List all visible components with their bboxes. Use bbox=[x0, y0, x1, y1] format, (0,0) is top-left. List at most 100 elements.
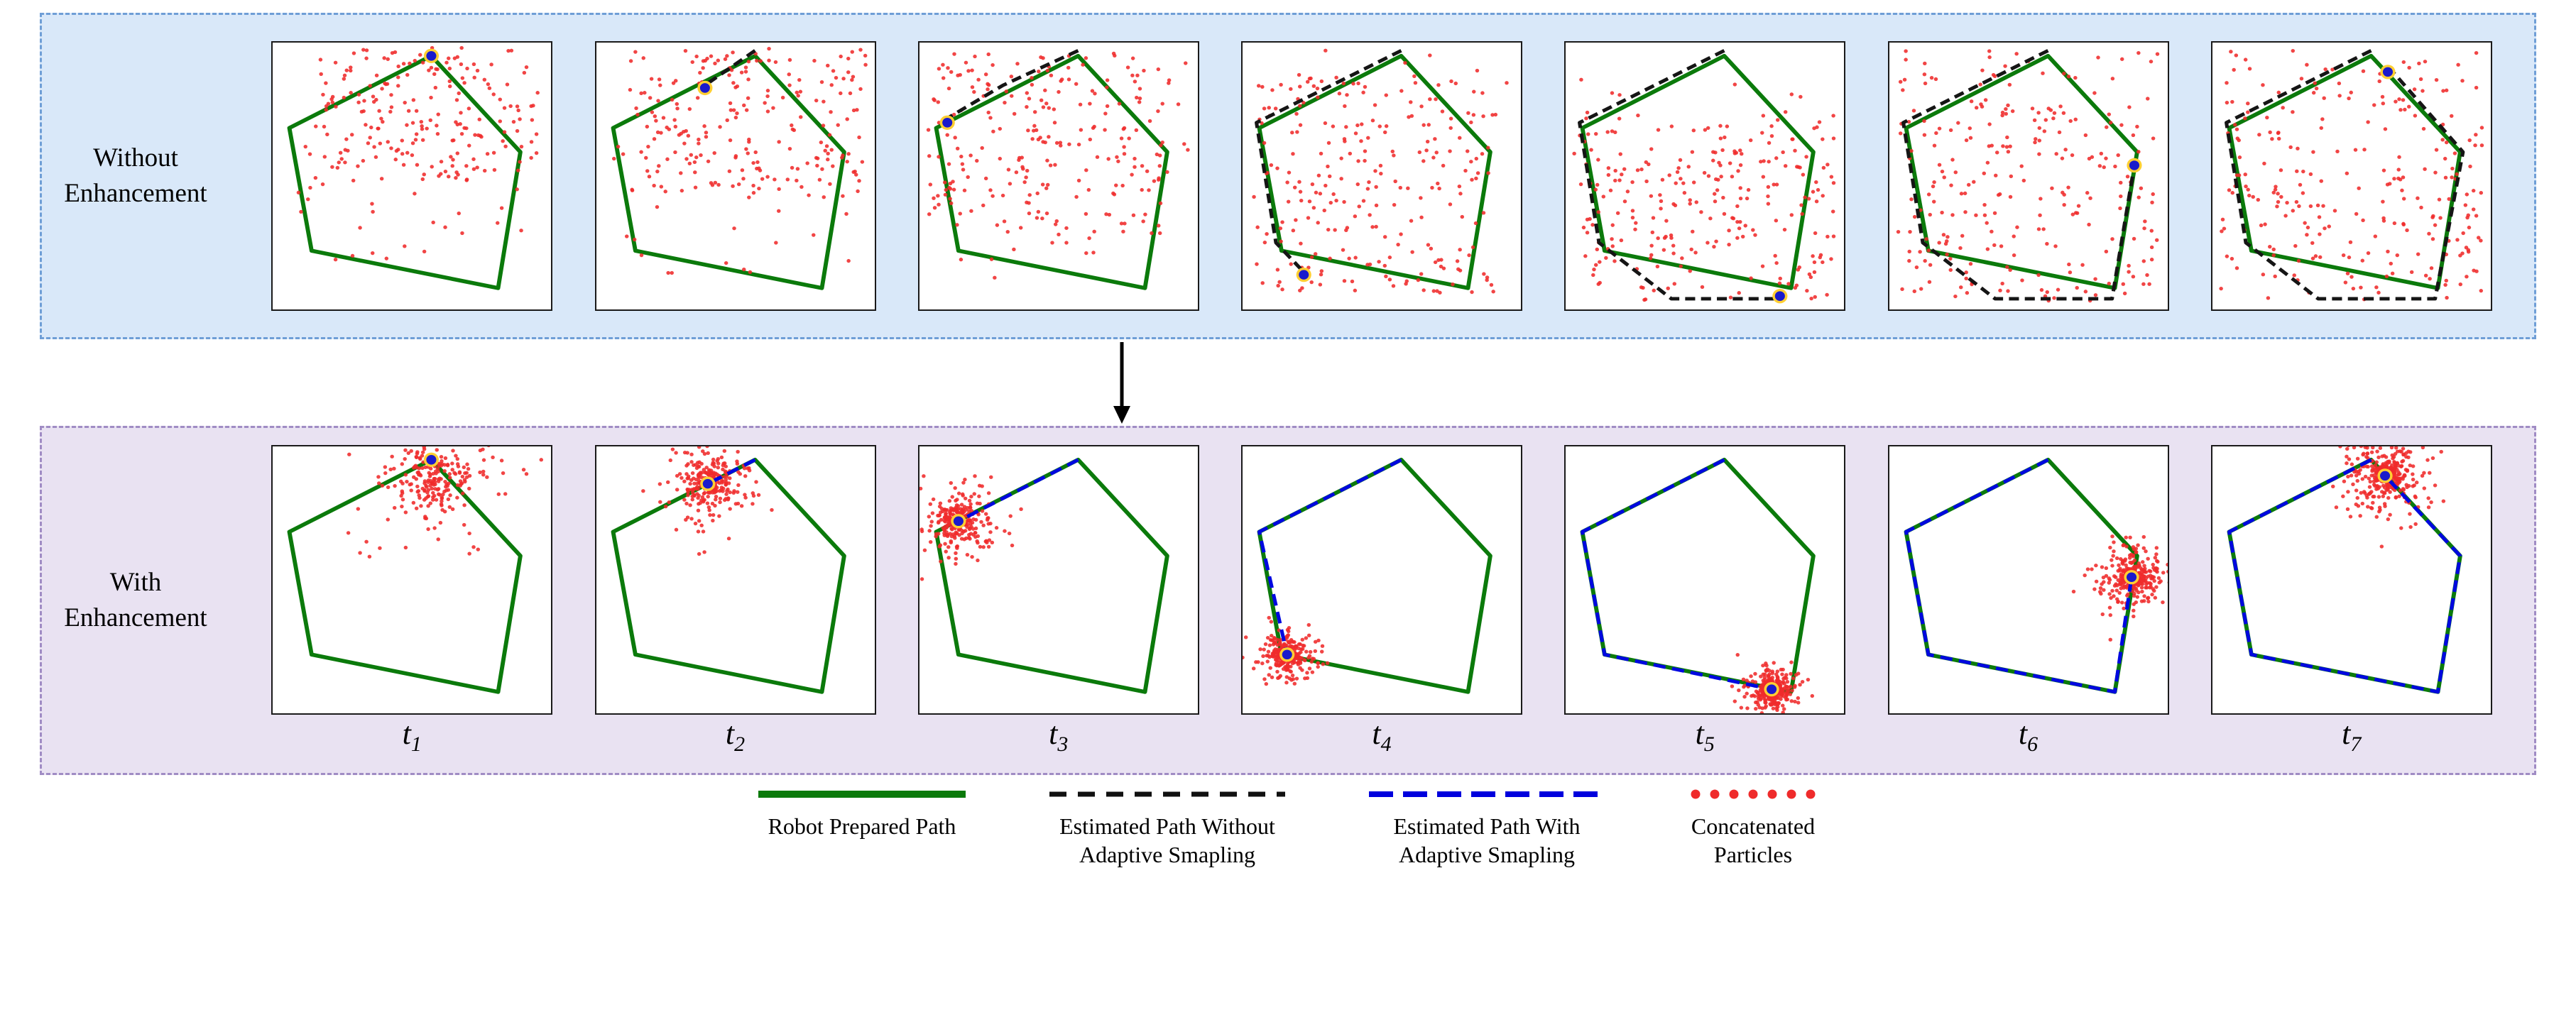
plot-cell: t4 bbox=[1241, 445, 1522, 755]
robot-prepared-path bbox=[287, 53, 523, 290]
plot-without-t4 bbox=[1241, 41, 1522, 311]
plot-with-t5 bbox=[1564, 445, 1846, 715]
plot-canvas bbox=[611, 47, 868, 290]
time-label: t7 bbox=[2342, 716, 2362, 757]
estimated-path bbox=[957, 458, 1079, 523]
legend-label: Concatenated Particles bbox=[1691, 813, 1816, 867]
flow-arrow bbox=[1106, 341, 1137, 424]
row-label-line: With bbox=[109, 568, 162, 598]
robot-marker bbox=[1764, 682, 1779, 697]
robot-marker bbox=[1296, 267, 1311, 282]
legend-label: Robot Prepared Path bbox=[768, 813, 956, 839]
robot-marker bbox=[939, 115, 955, 130]
particles-layer bbox=[2219, 49, 2484, 302]
robot-marker bbox=[697, 80, 712, 96]
legend-label: Estimated Path With Adaptive Smapling bbox=[1393, 813, 1581, 867]
time-label: t6 bbox=[2018, 716, 2039, 757]
particles-layer bbox=[2330, 446, 2445, 549]
legend-item: Concatenated Particles bbox=[1686, 785, 1821, 869]
plot-canvas bbox=[287, 446, 544, 695]
plot-cell: t7 bbox=[2210, 445, 2492, 757]
estimated-path bbox=[943, 49, 1079, 122]
estimated-path bbox=[1257, 458, 1402, 656]
plot-canvas bbox=[287, 45, 540, 290]
particles-layer bbox=[611, 47, 868, 275]
robot-marker bbox=[1772, 289, 1788, 304]
robot-marker bbox=[2126, 158, 2142, 173]
legend: Robot Prepared Path Estimated Path Withou… bbox=[0, 785, 2576, 869]
estimated-path bbox=[703, 49, 756, 87]
row-label-line: Enhancement bbox=[64, 603, 207, 632]
legend-item: Estimated Path With Adaptive Smapling bbox=[1366, 785, 1608, 869]
robot-marker bbox=[951, 514, 966, 529]
panel-without: Without Enhancement bbox=[40, 13, 2536, 339]
plot-canvas bbox=[1243, 458, 1492, 695]
plot-canvas bbox=[919, 458, 1169, 695]
plot-cell: t5 bbox=[1564, 445, 1846, 757]
plot-canvas bbox=[1904, 458, 2168, 695]
legend-swatch-solid-icon bbox=[758, 791, 966, 798]
robot-prepared-path bbox=[2227, 53, 2462, 290]
particles-layer bbox=[2071, 534, 2168, 642]
row-label-line: Enhancement bbox=[64, 179, 207, 208]
row-label-line: Without bbox=[93, 143, 178, 173]
plot-canvas bbox=[2227, 446, 2462, 695]
particles-layer bbox=[346, 446, 544, 559]
row-label-without-enhancement: Without Enhancement bbox=[42, 141, 229, 212]
robot-marker bbox=[424, 48, 440, 63]
plot-without-t1 bbox=[271, 41, 553, 311]
particles-layer bbox=[919, 474, 1023, 581]
robot-marker bbox=[2380, 65, 2396, 79]
particles-layer bbox=[1896, 49, 2159, 303]
down-arrow-icon bbox=[1113, 342, 1130, 424]
plot-cell: t3 bbox=[917, 445, 1199, 757]
plot-without-t3 bbox=[917, 41, 1199, 311]
particles-layer bbox=[1252, 48, 1509, 295]
plot-canvas bbox=[2219, 49, 2484, 302]
plot-cell bbox=[594, 41, 876, 311]
particles-layer bbox=[1572, 77, 1836, 302]
plot-canvas bbox=[1572, 49, 1836, 304]
row-label-with-enhancement: With Enhancement bbox=[42, 565, 229, 636]
legend-item: Estimated Path Without Adaptive Smapling bbox=[1047, 785, 1288, 869]
estimated-path bbox=[1904, 458, 2134, 694]
robot-marker bbox=[2123, 570, 2139, 585]
robot-marker bbox=[699, 476, 715, 492]
time-label: t5 bbox=[1695, 716, 1715, 757]
estimated-path bbox=[1581, 458, 1772, 691]
plot-cell bbox=[1564, 41, 1846, 311]
plot-canvas bbox=[1896, 49, 2159, 303]
plot-cell bbox=[2210, 41, 2492, 311]
plot-without-t6 bbox=[1887, 41, 2169, 311]
estimated-path bbox=[2227, 458, 2462, 694]
legend-swatch-dots-icon bbox=[1691, 789, 1816, 799]
time-label: t2 bbox=[725, 716, 746, 757]
estimated-path bbox=[706, 458, 756, 486]
plot-canvas bbox=[1580, 458, 1816, 714]
plot-cell bbox=[1241, 41, 1522, 311]
robot-prepared-path bbox=[1580, 53, 1816, 290]
plot-cell: t1 bbox=[271, 445, 553, 757]
panel-with: With Enhancement t1 t2 t3 t4 t5 t6 t7 bbox=[40, 426, 2536, 775]
plot-cell bbox=[917, 41, 1199, 311]
plot-without-t5 bbox=[1564, 41, 1846, 311]
plot-with-t7 bbox=[2210, 445, 2492, 715]
time-label: t4 bbox=[1372, 716, 1392, 757]
estimated-path bbox=[1578, 49, 1778, 301]
robot-marker bbox=[2377, 468, 2393, 483]
robot-marker bbox=[1279, 647, 1295, 662]
plot-with-t1 bbox=[271, 445, 553, 715]
plot-canvas bbox=[1252, 48, 1509, 295]
plot-with-t3 bbox=[917, 445, 1199, 715]
plot-cell bbox=[271, 41, 553, 311]
time-label: t3 bbox=[1049, 716, 1069, 757]
estimated-path bbox=[1255, 49, 1402, 274]
plots-row-with: t1 t2 t3 t4 t5 t6 t7 bbox=[229, 445, 2534, 755]
legend-swatch-dash-icon bbox=[1049, 791, 1285, 797]
time-label: t1 bbox=[402, 716, 422, 757]
particles-layer bbox=[640, 446, 774, 556]
plot-cell: t6 bbox=[1887, 445, 2169, 757]
plot-without-t7 bbox=[2210, 41, 2492, 311]
particles-layer bbox=[296, 45, 540, 262]
